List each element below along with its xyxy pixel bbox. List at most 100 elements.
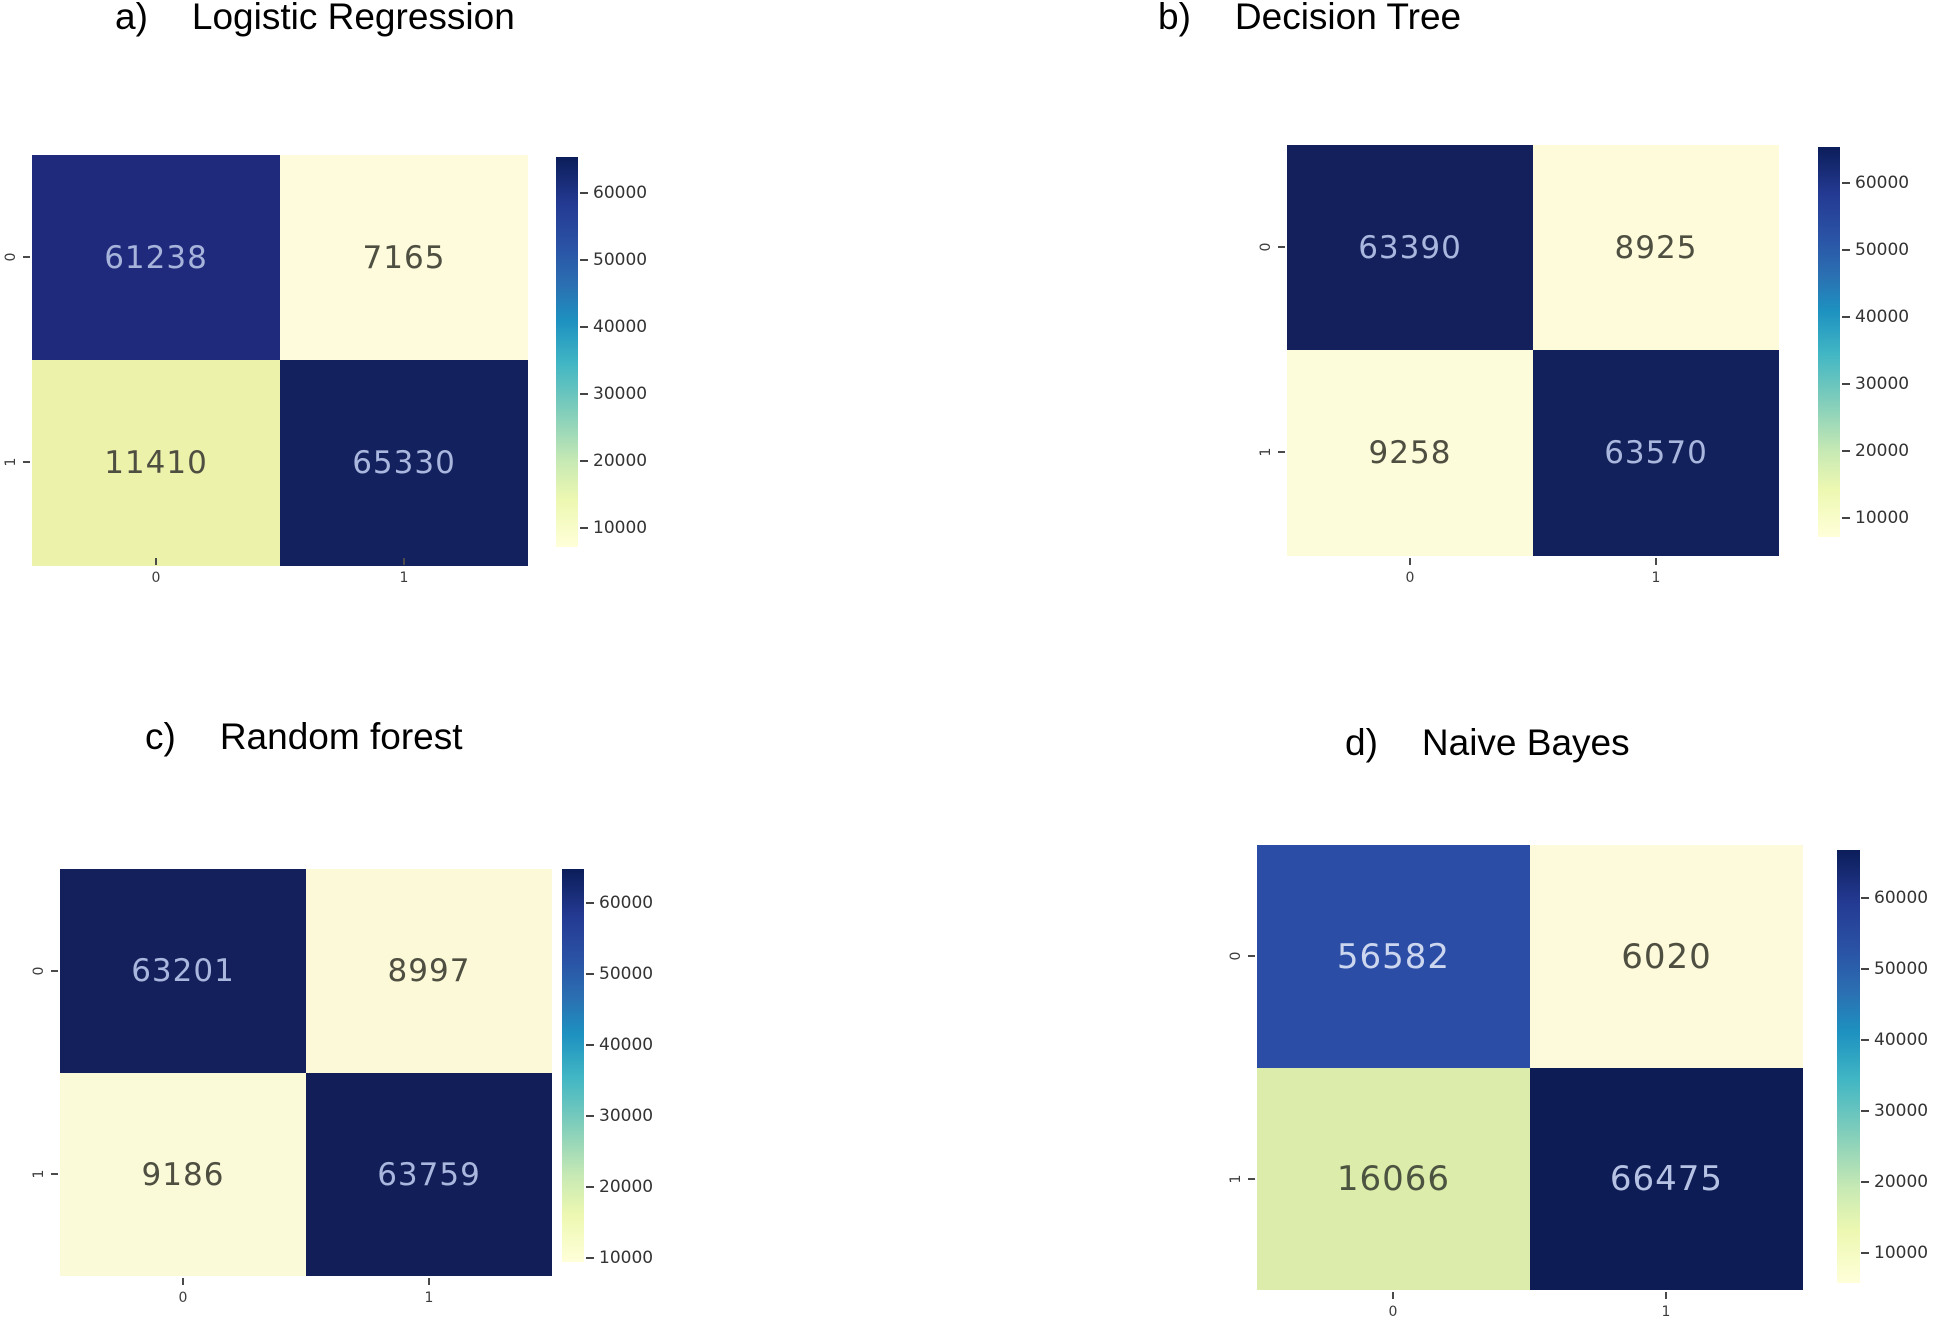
y-tick-mark <box>1278 451 1285 453</box>
colorbar-tick-label: 20000 <box>593 451 648 471</box>
colorbar-tick-mark <box>586 1115 594 1117</box>
colorbar-tick: 50000 <box>586 964 653 984</box>
y-tick-label: 1 <box>31 1169 47 1179</box>
panel-title-text: Naive Bayes <box>1421 722 1630 763</box>
y-tick-label: 1 <box>1228 1174 1244 1184</box>
x-tick-mark <box>1655 558 1657 565</box>
colorbar-tick-label: 30000 <box>593 384 648 404</box>
colorbar-tick-mark <box>580 527 588 529</box>
colorbar-tick-label: 60000 <box>1874 888 1929 908</box>
colorbar-tick-label: 40000 <box>1874 1030 1929 1050</box>
colorbar-tick-label: 30000 <box>1855 374 1910 394</box>
colorbar-tick-label: 40000 <box>599 1035 654 1055</box>
colorbar: 60000 50000 40000 30000 20000 10000 <box>1818 147 1938 537</box>
colorbar-tick-label: 20000 <box>599 1177 654 1197</box>
colorbar-tick-label: 10000 <box>1855 508 1910 528</box>
colorbar-gradient <box>556 157 578 547</box>
colorbar-tick: 30000 <box>580 384 647 404</box>
matrix-cell: 61238 <box>32 155 280 360</box>
colorbar-tick-mark <box>1842 517 1850 519</box>
x-tick-mark <box>428 1278 430 1285</box>
x-tick-mark <box>403 558 405 565</box>
y-tick-mark <box>23 256 30 258</box>
x-tick-label: 0 <box>151 570 161 586</box>
colorbar-gradient <box>562 869 584 1262</box>
matrix-cell: 56582 <box>1257 845 1530 1068</box>
colorbar-tick-label: 40000 <box>1855 307 1910 327</box>
colorbar-tick: 30000 <box>1861 1101 1928 1121</box>
x-tick-mark <box>1392 1292 1394 1299</box>
colorbar: 60000 50000 40000 30000 20000 10000 <box>562 869 682 1268</box>
colorbar-tick: 30000 <box>1842 374 1909 394</box>
colorbar-tick: 60000 <box>586 893 653 913</box>
colorbar-tick-mark <box>586 1044 594 1046</box>
matrix-cell: 8925 <box>1533 145 1779 350</box>
colorbar-tick-label: 50000 <box>593 250 648 270</box>
colorbar-tick-mark <box>1842 249 1850 251</box>
colorbar-tick: 20000 <box>1861 1172 1928 1192</box>
panel-title: d) Naive Bayes <box>1345 722 1630 764</box>
colorbar-tick-mark <box>586 973 594 975</box>
confusion-matrix: 56582 6020 16066 66475 <box>1257 845 1803 1290</box>
y-tick-mark <box>51 970 58 972</box>
colorbar-tick-mark <box>1861 1110 1869 1112</box>
panel-label: c) <box>145 716 176 757</box>
matrix-cell: 63759 <box>306 1073 552 1276</box>
colorbar-tick: 60000 <box>580 183 647 203</box>
matrix-cell: 11410 <box>32 360 280 566</box>
colorbar-tick-label: 10000 <box>1874 1243 1929 1263</box>
colorbar-tick-mark <box>1842 383 1850 385</box>
matrix-cell: 65330 <box>280 360 528 566</box>
panel-title: b) Decision Tree <box>1158 0 1461 38</box>
colorbar-tick-label: 30000 <box>599 1106 654 1126</box>
confusion-matrix: 63201 8997 9186 63759 <box>60 869 552 1276</box>
x-tick-mark <box>155 558 157 565</box>
panel-title-text: Decision Tree <box>1234 0 1462 37</box>
colorbar-tick-label: 50000 <box>599 964 654 984</box>
colorbar-tick: 40000 <box>586 1035 653 1055</box>
colorbar-tick: 40000 <box>580 317 647 337</box>
colorbar-tick: 50000 <box>1842 240 1909 260</box>
matrix-cell: 9258 <box>1287 350 1533 556</box>
colorbar-gradient <box>1837 850 1860 1283</box>
x-tick-label: 0 <box>1405 570 1415 586</box>
colorbar-tick-mark <box>1861 968 1869 970</box>
confusion-matrix: 63390 8925 9258 63570 <box>1287 145 1779 556</box>
colorbar-tick: 10000 <box>1842 508 1909 528</box>
colorbar-tick-label: 10000 <box>599 1248 654 1268</box>
colorbar-tick-mark <box>580 460 588 462</box>
matrix-cell: 16066 <box>1257 1068 1530 1290</box>
matrix-cell: 63201 <box>60 869 306 1073</box>
colorbar-tick-mark <box>1842 316 1850 318</box>
x-tick-mark <box>1665 1292 1667 1299</box>
colorbar-tick-label: 60000 <box>1855 173 1910 193</box>
colorbar-tick: 10000 <box>586 1248 653 1268</box>
colorbar-tick: 20000 <box>580 451 647 471</box>
colorbar-tick-label: 50000 <box>1855 240 1910 260</box>
y-tick-label: 0 <box>3 252 19 262</box>
matrix-cell: 66475 <box>1530 1068 1803 1290</box>
colorbar-tick: 50000 <box>1861 959 1928 979</box>
colorbar-tick: 40000 <box>1861 1030 1928 1050</box>
colorbar-tick: 10000 <box>580 518 647 538</box>
y-tick-mark <box>51 1173 58 1175</box>
matrix-cell: 63570 <box>1533 350 1779 556</box>
colorbar-tick-mark <box>1861 1252 1869 1254</box>
colorbar-tick-mark <box>1861 1039 1869 1041</box>
x-tick-label: 0 <box>178 1290 188 1306</box>
panel-label: d) <box>1345 722 1378 763</box>
matrix-cell: 9186 <box>60 1073 306 1276</box>
colorbar-tick-mark <box>580 192 588 194</box>
panel-title: a) Logistic Regression <box>115 0 515 38</box>
y-tick-label: 0 <box>1228 951 1244 961</box>
panel-label: b) <box>1158 0 1191 37</box>
panel-title-text: Random forest <box>219 716 463 757</box>
colorbar-tick: 30000 <box>586 1106 653 1126</box>
panel-title: c) Random forest <box>145 716 463 758</box>
colorbar-tick-label: 60000 <box>599 893 654 913</box>
y-tick-mark <box>23 461 30 463</box>
x-tick-label: 1 <box>424 1290 434 1306</box>
colorbar-tick-mark <box>580 259 588 261</box>
matrix-cell: 7165 <box>280 155 528 360</box>
colorbar: 60000 50000 40000 30000 20000 10000 <box>556 157 676 547</box>
